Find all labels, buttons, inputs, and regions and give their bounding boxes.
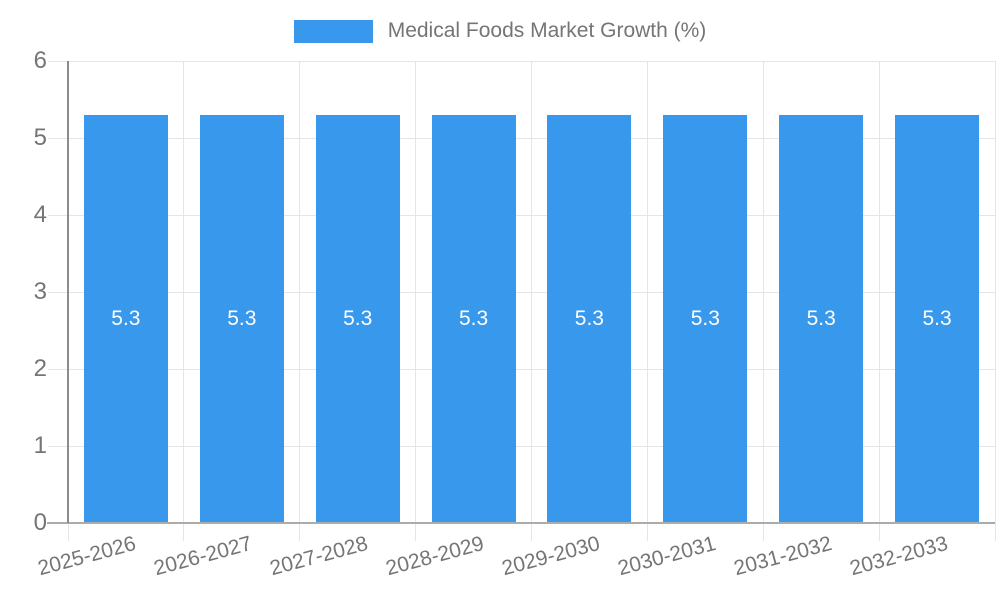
v-gridline xyxy=(878,61,880,541)
v-gridline xyxy=(531,61,532,541)
v-gridline xyxy=(994,61,996,541)
y-axis-tick-label: 2 xyxy=(33,355,47,382)
bar-value-label: 5.3 xyxy=(690,306,720,330)
y-axis-tick-label: 1 xyxy=(33,432,47,459)
h-gridline xyxy=(48,137,995,139)
v-gridline xyxy=(415,61,417,541)
x-axis-tick-label: 2032-2033 xyxy=(847,532,951,581)
x-axis-tick-label: 2028-2029 xyxy=(383,532,487,581)
y-axis-tick-label: 5 xyxy=(33,124,47,151)
bar[interactable]: 5.3 xyxy=(779,114,864,523)
bar[interactable]: 5.3 xyxy=(431,114,516,523)
y-axis-tick-label: 0 xyxy=(33,509,47,536)
h-gridline xyxy=(48,291,995,293)
bar-value-label: 5.3 xyxy=(343,306,373,330)
y-axis-tick-label: 4 xyxy=(33,201,47,228)
x-axis-tick-label: 2031-2032 xyxy=(731,532,835,581)
v-gridline xyxy=(762,61,764,541)
h-gridline xyxy=(48,368,995,370)
v-gridline xyxy=(646,61,648,541)
legend-label: Medical Foods Market Growth (%) xyxy=(387,19,707,42)
x-axis-line xyxy=(47,522,995,524)
bar-value-label: 5.3 xyxy=(922,306,952,330)
bar[interactable]: 5.3 xyxy=(83,114,168,523)
v-gridline xyxy=(183,61,185,541)
h-gridline xyxy=(48,214,995,216)
bar[interactable]: 5.3 xyxy=(663,114,748,523)
y-axis-tick-label: 3 xyxy=(33,278,47,305)
bar-value-label: 5.3 xyxy=(458,306,489,330)
y-axis-line xyxy=(67,61,69,523)
bar[interactable]: 5.3 xyxy=(199,114,284,523)
h-gridline xyxy=(48,445,995,447)
legend-swatch-icon xyxy=(293,19,373,43)
x-axis-tick-label: 2027-2028 xyxy=(267,532,371,581)
x-axis-tick-label: 2025-2026 xyxy=(35,532,139,581)
x-axis-tick-label: 2026-2027 xyxy=(151,532,255,581)
bar[interactable]: 5.3 xyxy=(315,114,400,523)
x-axis-tick-label: 2030-2031 xyxy=(615,532,719,581)
chart-legend[interactable]: Medical Foods Market Growth (%) xyxy=(0,17,1000,45)
bar-value-label: 5.3 xyxy=(806,306,836,330)
bar[interactable]: 5.3 xyxy=(547,114,632,523)
bar-value-label: 5.3 xyxy=(227,306,257,330)
bar-value-label: 5.3 xyxy=(111,306,141,330)
bar[interactable]: 5.3 xyxy=(895,114,980,523)
v-gridline xyxy=(299,61,301,541)
h-gridline xyxy=(48,60,995,62)
y-axis-tick-label: 6 xyxy=(33,47,47,74)
bar-value-label: 5.3 xyxy=(574,306,604,330)
x-axis-tick-label: 2029-2030 xyxy=(499,532,603,581)
